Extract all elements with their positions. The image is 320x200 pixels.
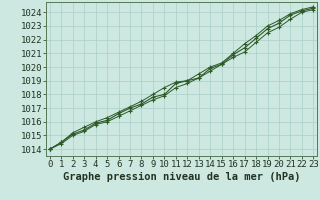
X-axis label: Graphe pression niveau de la mer (hPa): Graphe pression niveau de la mer (hPa)	[63, 172, 300, 182]
